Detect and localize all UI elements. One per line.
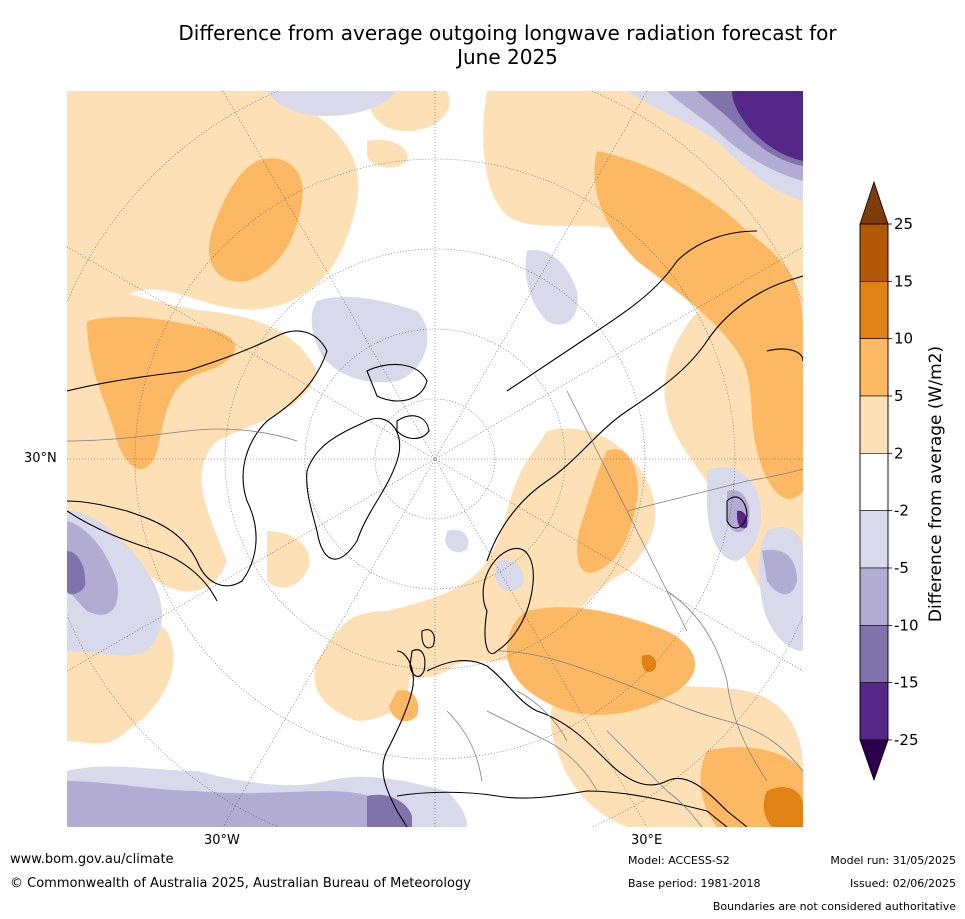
footer-model-run: Model run: 31/05/2025 xyxy=(830,854,956,867)
colorbar-swatch xyxy=(859,510,889,569)
country-boundaries xyxy=(67,390,803,827)
colorbar-tick-label: -25 xyxy=(894,731,919,749)
colorbar-swatch xyxy=(859,395,889,454)
colorbar-label: Difference from average (W/m2) xyxy=(926,345,946,623)
colorbar-tick-label: 25 xyxy=(894,215,913,233)
footer-disclaimer: Boundaries are not considered authoritat… xyxy=(712,900,956,913)
colorbar-outline xyxy=(859,223,889,741)
colorbar-extend-high xyxy=(859,180,889,225)
colorbar-swatch xyxy=(859,625,889,683)
colorbar-tick-label: -10 xyxy=(894,616,919,634)
anomaly-m25-m15-regions xyxy=(732,91,803,529)
colorbar-tick-label: -15 xyxy=(894,674,919,692)
colorbar-swatch xyxy=(859,567,889,626)
colorbar-swatches xyxy=(859,223,889,741)
coastlines xyxy=(67,230,803,827)
footer-model: Model: ACCESS-S2 xyxy=(628,854,730,867)
colorbar-tick-label: 10 xyxy=(894,330,913,348)
colorbar-tick-label: -2 xyxy=(894,502,909,520)
colorbar-tick-label: 5 xyxy=(894,387,904,405)
colorbar-swatch xyxy=(859,338,889,397)
colorbar-tick-label: -5 xyxy=(894,559,909,577)
lat-label-30n: 30°N xyxy=(24,451,57,466)
title-line-2: June 2025 xyxy=(457,45,558,69)
colorbar-swatch xyxy=(859,453,889,511)
title-line-1: Difference from average outgoing longwav… xyxy=(178,21,837,45)
colorbar-swatch xyxy=(859,223,889,282)
footer-issued: Issued: 02/06/2025 xyxy=(849,877,956,890)
lon-label-30w: 30°W xyxy=(204,833,240,848)
colorbar: 25 15 10 5 2 -2 -5 -10 -15 -25 xyxy=(859,180,919,782)
colorbar-tick-label: 15 xyxy=(894,272,913,290)
anomaly-5-10-regions xyxy=(87,151,803,827)
map-title: Difference from average outgoing longwav… xyxy=(0,21,965,69)
colorbar-tick-label: 2 xyxy=(894,444,904,462)
graticule xyxy=(67,91,803,827)
colorbar-swatch xyxy=(859,281,889,339)
anomaly-10-15-regions xyxy=(641,654,803,827)
colorbar-tick-labels: 25 15 10 5 2 -2 -5 -10 -15 -25 xyxy=(888,215,919,749)
footer-base-period: Base period: 1981-2018 xyxy=(628,877,761,890)
colorbar-extend-low xyxy=(859,739,889,782)
lon-label-30e: 30°E xyxy=(631,833,663,848)
footer-url[interactable]: www.bom.gov.au/climate xyxy=(10,852,174,867)
polar-map xyxy=(67,91,803,827)
footer-copyright: © Commonwealth of Australia 2025, Austra… xyxy=(10,876,471,891)
colorbar-swatch xyxy=(859,682,889,741)
